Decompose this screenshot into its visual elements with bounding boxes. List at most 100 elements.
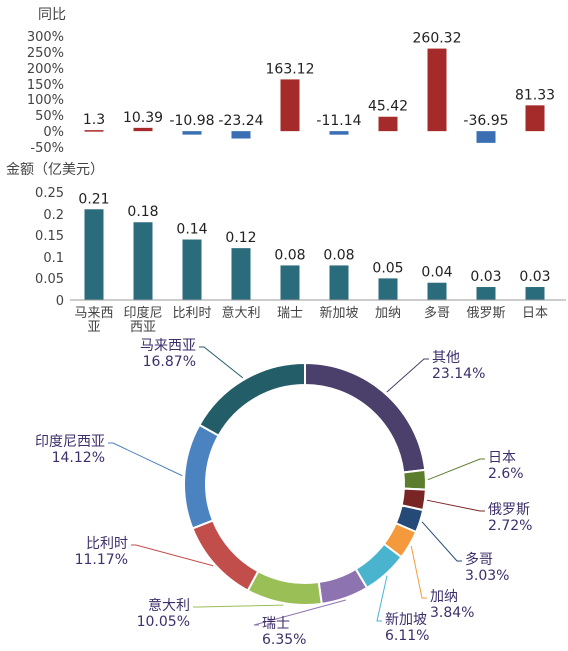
amount-bar [182, 239, 202, 300]
amount-x-labels: 马来西亚 印度尼西亚 比利时 意大利 瑞士 新加坡 加纳 多哥 俄罗斯 日本 [74, 305, 548, 335]
growth-bar [182, 131, 202, 135]
donut-slice-percent: 11.17% [75, 552, 128, 568]
amount-bar [280, 265, 300, 300]
donut-leader-line [376, 575, 388, 622]
share-donut-chart: 其他23.14%日本2.6%俄罗斯2.72%多哥3.03%加纳3.84%新加坡6… [35, 338, 532, 648]
amount-y-tick: 0.05 [35, 272, 64, 287]
donut-leader-line [193, 604, 284, 608]
growth-bar [231, 131, 251, 139]
growth-bar [84, 130, 104, 132]
growth-y-tick: 150% [27, 78, 64, 93]
donut-leader-line [421, 521, 462, 562]
amount-chart: 金额（亿美元） 0.25 0.2 0.15 0.1 0.05 0 0.21 0.1… [6, 162, 566, 335]
growth-bar [329, 131, 349, 135]
growth-bar [133, 127, 153, 132]
growth-value-label: -23.24 [218, 113, 263, 129]
donut-leader-line [410, 545, 427, 599]
amount-y-axis: 0.25 0.2 0.15 0.1 0.05 0 [35, 186, 64, 309]
donut-slice-percent: 6.35% [262, 632, 306, 648]
amount-y-tick: 0 [56, 294, 64, 309]
amount-value-label: 0.14 [176, 222, 207, 238]
donut-slice-name: 印度尼西亚 [35, 434, 105, 450]
amount-bar [427, 282, 447, 300]
amount-value-label: 0.03 [470, 269, 501, 285]
donut-slice-name: 马来西亚 [140, 338, 196, 354]
donut-slice [304, 361, 427, 474]
growth-y-axis: 300% 250% 200% 150% 100% 50% 0% -50% [27, 30, 64, 156]
growth-value-label: 10.39 [123, 110, 163, 126]
donut-slice [246, 569, 323, 606]
amount-chart-title: 金额（亿美元） [6, 162, 104, 178]
donut-slice-percent: 2.6% [488, 466, 524, 482]
amount-value-label: 0.03 [519, 269, 550, 285]
donut-leader-line [131, 544, 214, 567]
donut-slice [198, 361, 306, 437]
growth-value-label: -10.98 [169, 113, 214, 129]
donut-leader-line [426, 499, 485, 512]
donut-slice-name: 比利时 [86, 536, 128, 552]
amount-y-tick: 0.2 [43, 208, 64, 223]
donut-slice-percent: 10.05% [137, 614, 190, 630]
amount-y-tick: 0.15 [35, 229, 64, 244]
donut-slice-percent: 14.12% [52, 450, 105, 466]
amount-value-label: 0.04 [421, 265, 452, 281]
growth-bars: 1.3 10.39 -10.98 -23.24 163.12 -11.14 45.42 260… [83, 31, 555, 143]
donut-slices [183, 361, 427, 606]
growth-value-label: -36.95 [463, 113, 508, 129]
amount-x-tick-label: 瑞士 [277, 306, 303, 321]
amount-x-tick-label: 加纳 [375, 306, 401, 321]
donut-slice-name: 俄罗斯 [488, 502, 530, 518]
donut-leader-line [427, 458, 485, 481]
growth-value-label: 1.3 [83, 112, 105, 128]
growth-y-tick: -50% [30, 141, 64, 156]
donut-slice-percent: 23.14% [432, 366, 485, 382]
amount-value-label: 0.18 [127, 204, 158, 220]
growth-y-tick: 250% [27, 46, 64, 61]
growth-bar [476, 131, 496, 143]
amount-bar [84, 209, 104, 300]
amount-bar [329, 265, 349, 300]
growth-y-tick: 100% [27, 93, 64, 108]
amount-value-label: 0.08 [323, 247, 354, 263]
amount-value-label: 0.12 [225, 230, 256, 246]
growth-value-label: 163.12 [266, 61, 315, 77]
growth-bar [427, 48, 447, 132]
donut-leader-line [108, 442, 183, 477]
amount-x-tick-label: 意大利 [221, 305, 260, 321]
amount-x-tick-label: 西亚 [130, 320, 156, 335]
donut-slice-percent: 3.03% [465, 568, 509, 584]
amount-x-tick-label: 亚 [87, 320, 100, 335]
growth-chart-title: 同比 [38, 7, 66, 23]
growth-y-tick: 300% [27, 30, 64, 45]
growth-value-label: 260.32 [413, 31, 462, 47]
donut-slice-name: 瑞士 [262, 616, 290, 632]
growth-chart: 同比 300% 250% 200% 150% 100% 50% 0% -50% … [27, 7, 555, 156]
amount-value-label: 0.21 [78, 191, 109, 207]
amount-y-tick: 0.1 [43, 251, 64, 266]
growth-y-tick: 50% [35, 109, 64, 124]
amount-bar [133, 222, 153, 300]
growth-bar [525, 105, 545, 132]
donut-slice-name: 意大利 [148, 597, 190, 614]
growth-bar [378, 116, 398, 132]
growth-y-tick: 0% [43, 125, 64, 140]
donut-slice-percent: 6.11% [385, 628, 429, 644]
growth-y-tick: 200% [27, 62, 64, 77]
donut-leader-line [253, 599, 346, 626]
donut-slice-name: 加纳 [430, 589, 458, 605]
donut-slice-name: 新加坡 [385, 612, 427, 628]
donut-labels: 其他23.14%日本2.6%俄罗斯2.72%多哥3.03%加纳3.84%新加坡6… [35, 338, 532, 648]
amount-x-tick-label: 新加坡 [319, 305, 358, 321]
amount-x-tick-label: 多哥 [424, 305, 450, 321]
donut-slice [402, 468, 427, 491]
donut-slice-name: 日本 [488, 450, 516, 466]
amount-value-label: 0.08 [274, 247, 305, 263]
growth-value-label: 81.33 [515, 87, 555, 103]
donut-leader-line [199, 346, 244, 379]
donut-slice-name: 多哥 [465, 551, 493, 568]
growth-value-label: 45.42 [368, 99, 408, 115]
donut-leader-line [386, 358, 429, 393]
amount-x-tick-label: 俄罗斯 [466, 306, 505, 321]
amount-x-tick-label: 印度尼 [123, 305, 162, 321]
